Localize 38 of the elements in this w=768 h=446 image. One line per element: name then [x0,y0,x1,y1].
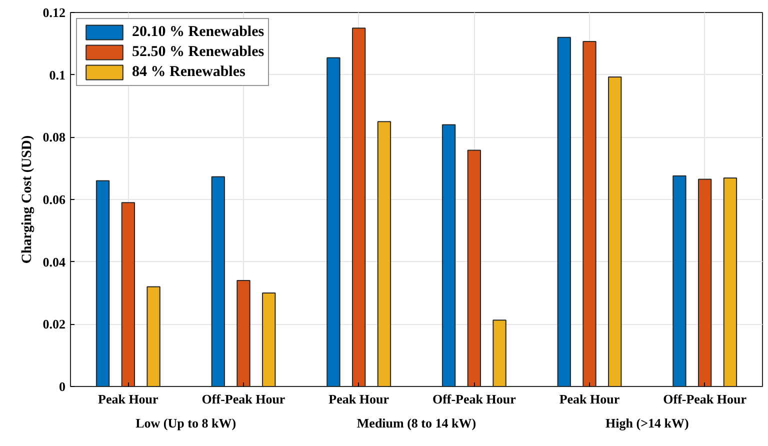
bar [557,36,571,386]
bar [262,292,276,386]
bar [377,121,392,386]
y-tick-label: 0.06 [42,192,66,207]
bar [236,280,250,386]
bar [121,202,136,386]
bar [442,124,456,386]
legend-label: 52.50 % Renewables [132,43,264,61]
legend-label: 84 % Renewables [132,63,246,81]
x-tick-label: Off-Peak Hour [663,392,747,406]
y-tick-label: 0.08 [42,130,66,145]
text: Medium (8 to 14 kW) [356,416,476,430]
bar [492,320,506,386]
bar [608,76,622,386]
bar [672,175,686,386]
legend-label: 20.10 % Renewables [132,23,264,41]
x-tick-label: Peak Hour [328,392,390,406]
bar [698,178,712,386]
text: Low (Up to 8 kW) [136,416,236,430]
y-axis-title: Charging Cost (USD) [20,134,35,264]
bar [582,40,596,386]
y-tick-label: 0.04 [42,254,66,270]
y-tick-label: 0.1 [49,67,66,82]
x-tick-label: Off-Peak Hour [432,392,516,406]
y-tick-label: 0 [59,379,66,394]
bar [96,180,110,386]
text: High (>14 kW) [606,416,689,430]
x-tick-label: Off-Peak Hour [202,392,286,406]
bar [723,177,738,386]
bar [326,57,340,386]
bar [467,150,482,386]
y-tick-label: 0.12 [42,5,66,20]
y-tick-label: 0.02 [42,316,66,332]
x-tick-label: Peak Hour [98,392,159,406]
x-tick-label: Peak Hour [559,392,620,406]
bar [211,176,225,386]
bar [146,286,160,386]
bar [352,28,366,386]
